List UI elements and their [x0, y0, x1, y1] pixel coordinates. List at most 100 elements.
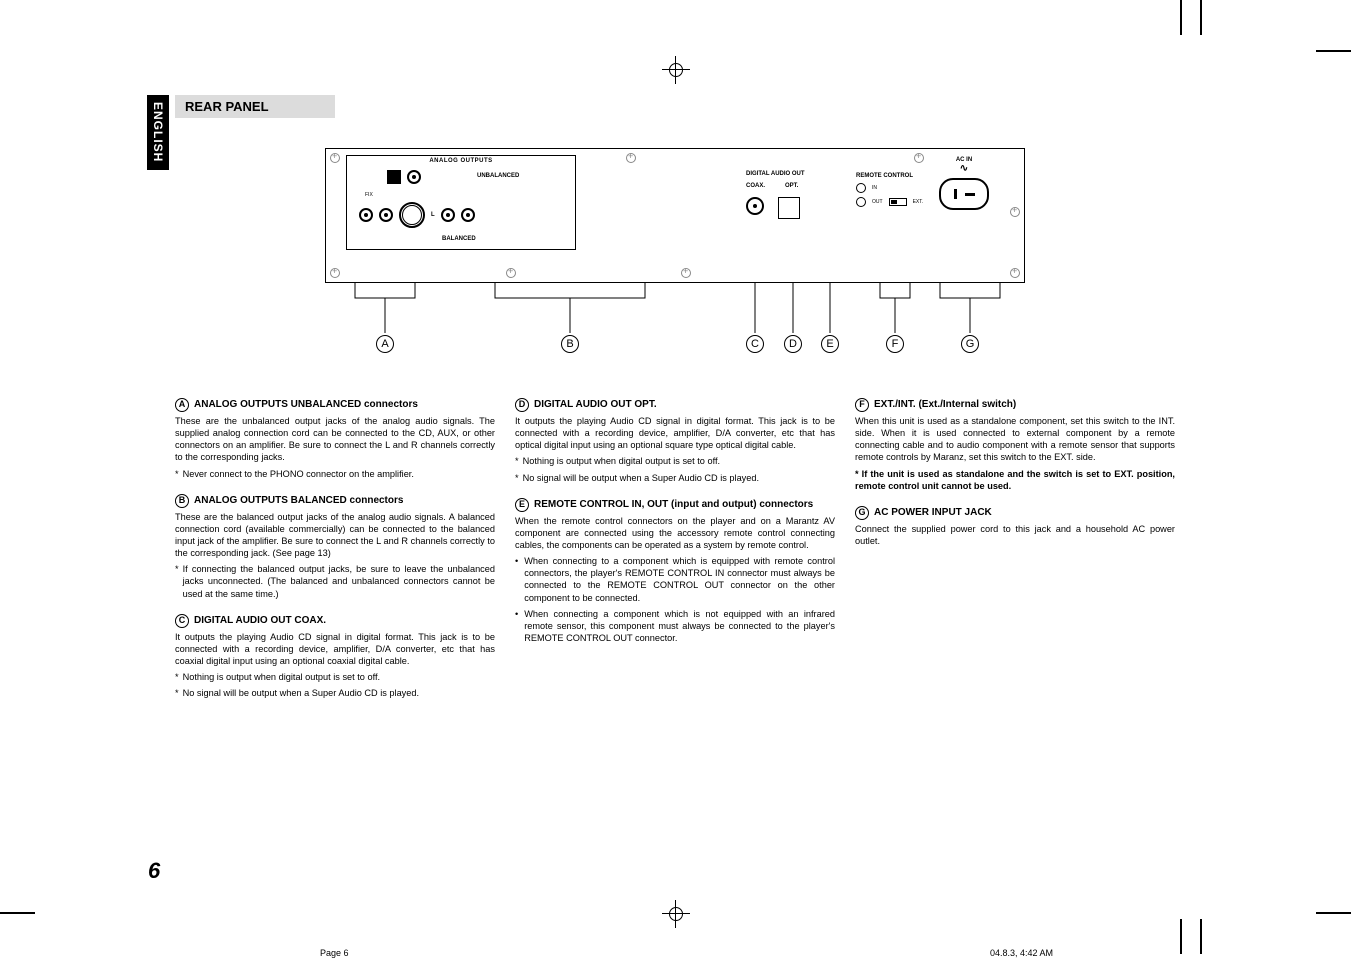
asterisk-icon: *	[175, 671, 179, 683]
item-e-bullet-1: •When connecting to a component which is…	[515, 555, 835, 604]
crop-mark	[1180, 0, 1182, 35]
item-b-body: These are the balanced output jacks of t…	[175, 511, 495, 560]
callout-g: G	[961, 335, 979, 353]
item-d-note-1: * Nothing is output when digital output i…	[515, 455, 835, 467]
item-b-note-1: *If connecting the balanced output jacks…	[175, 563, 495, 599]
callout-d: D	[784, 335, 802, 353]
page-number: 6	[148, 858, 160, 884]
item-e-body: When the remote control connectors on th…	[515, 515, 835, 551]
jack-icon	[379, 208, 393, 222]
item-a-note-1: *Never connect to the PHONO connector on…	[175, 468, 495, 480]
remote-out-jack-icon	[856, 197, 866, 207]
callout-b: B	[561, 335, 579, 353]
ac-pin-icon	[965, 193, 975, 196]
note-text: If connecting the balanced output jacks,…	[183, 563, 495, 599]
item-c-title: DIGITAL AUDIO OUT COAX.	[194, 614, 326, 627]
ac-pin-icon	[954, 189, 957, 199]
item-d-heading: D DIGITAL AUDIO OUT OPT.	[515, 398, 835, 412]
jack-icon	[461, 208, 475, 222]
note-text: No signal will be output when a Super Au…	[523, 472, 759, 484]
digital-audio-block: DIGITAL AUDIO OUT COAX. OPT.	[746, 179, 841, 247]
callout-f: F	[886, 335, 904, 353]
column-1: A ANALOG OUTPUTS UNBALANCED connectors T…	[175, 398, 495, 713]
circle-letter-a: A	[175, 398, 189, 412]
item-g-body: Connect the supplied power cord to this …	[855, 523, 1175, 547]
circle-letter-b: B	[175, 494, 189, 508]
asterisk-icon: *	[515, 455, 519, 467]
ext-label: EXT.	[913, 199, 924, 205]
item-f-title: EXT./INT. (Ext./Internal switch)	[874, 398, 1016, 411]
panel-outline: ANALOG OUTPUTS UNBALANCED FIX L BALANCED	[325, 148, 1025, 283]
jack-icon	[387, 170, 401, 184]
note-text: Nothing is output when digital output is…	[523, 455, 721, 467]
bullet-text: When connecting to a component which is …	[524, 555, 835, 604]
callout-a: A	[376, 335, 394, 353]
item-b-title: ANALOG OUTPUTS BALANCED connectors	[194, 494, 403, 507]
callout-e: E	[821, 335, 839, 353]
unbalanced-jacks	[387, 170, 421, 184]
screw-icon	[330, 268, 340, 278]
out-label: OUT	[872, 199, 883, 205]
item-d-body: It outputs the playing Audio CD signal i…	[515, 415, 835, 451]
screw-icon	[1010, 268, 1020, 278]
screw-icon	[626, 153, 636, 163]
asterisk-icon: *	[515, 472, 519, 484]
item-g: G AC POWER INPUT JACK Connect the suppli…	[855, 506, 1175, 547]
item-d-note-2: * No signal will be output when a Super A…	[515, 472, 835, 484]
circle-letter-c: C	[175, 614, 189, 628]
registration-mark	[666, 60, 686, 80]
content-columns: A ANALOG OUTPUTS UNBALANCED connectors T…	[175, 398, 1175, 713]
coax-label: COAX.	[746, 183, 765, 189]
balanced-label: BALANCED	[442, 236, 476, 242]
item-b: B ANALOG OUTPUTS BALANCED connectors The…	[175, 494, 495, 600]
xlr-icon	[399, 202, 425, 228]
in-label: IN	[872, 185, 877, 191]
screw-icon	[681, 268, 691, 278]
item-f-body: When this unit is used as a standalone c…	[855, 415, 1175, 464]
ac-symbol: ∿	[924, 163, 1004, 174]
item-g-title: AC POWER INPUT JACK	[874, 506, 992, 519]
column-2: D DIGITAL AUDIO OUT OPT. It outputs the …	[515, 398, 835, 713]
column-3: F EXT./INT. (Ext./Internal switch) When …	[855, 398, 1175, 713]
callout-lines	[325, 283, 1025, 343]
item-c-body: It outputs the playing Audio CD signal i…	[175, 631, 495, 667]
channel-label-l: L	[431, 212, 435, 218]
note-text: No signal will be output when a Super Au…	[183, 687, 419, 699]
opt-label: OPT.	[785, 183, 798, 189]
balanced-jacks: L	[359, 202, 475, 228]
crop-mark	[1200, 0, 1202, 35]
footer-timestamp: 04.8.3, 4:42 AM	[990, 948, 1053, 958]
coax-opt-labels: COAX. OPT.	[746, 183, 798, 189]
registration-mark	[666, 904, 686, 924]
fixed-label: FIX	[365, 192, 373, 198]
ac-in-block: AC IN ∿	[924, 157, 1004, 210]
asterisk-icon: *	[175, 563, 179, 599]
jack-icon	[441, 208, 455, 222]
item-g-heading: G AC POWER INPUT JACK	[855, 506, 1175, 520]
screw-icon	[1010, 207, 1020, 217]
item-f-heading: F EXT./INT. (Ext./Internal switch)	[855, 398, 1175, 412]
callout-svg	[325, 283, 1025, 343]
page-content: ENGLISH REAR PANEL ANALOG OUTPUTS UNBALA…	[175, 95, 1175, 713]
analog-outputs-label: ANALOG OUTPUTS	[429, 158, 492, 164]
item-a: A ANALOG OUTPUTS UNBALANCED connectors T…	[175, 398, 495, 480]
jack-icon	[407, 170, 421, 184]
item-e-heading: E REMOTE CONTROL IN, OUT (input and outp…	[515, 498, 835, 512]
item-a-body: These are the unbalanced output jacks of…	[175, 415, 495, 464]
circle-letter-g: G	[855, 506, 869, 520]
item-d: D DIGITAL AUDIO OUT OPT. It outputs the …	[515, 398, 835, 484]
digital-jacks	[746, 197, 800, 219]
item-d-title: DIGITAL AUDIO OUT OPT.	[534, 398, 657, 411]
item-b-heading: B ANALOG OUTPUTS BALANCED connectors	[175, 494, 495, 508]
remote-in-jack-icon	[856, 183, 866, 193]
bullet-icon: •	[515, 608, 518, 644]
crop-mark	[1316, 912, 1351, 914]
asterisk-icon: *	[175, 687, 179, 699]
item-c: C DIGITAL AUDIO OUT COAX. It outputs the…	[175, 614, 495, 700]
jack-icon	[359, 208, 373, 222]
item-c-note-1: *Nothing is output when digital output i…	[175, 671, 495, 683]
crop-mark	[1200, 919, 1202, 954]
section-title: REAR PANEL	[175, 95, 335, 118]
screw-icon	[914, 153, 924, 163]
item-c-heading: C DIGITAL AUDIO OUT COAX.	[175, 614, 495, 628]
